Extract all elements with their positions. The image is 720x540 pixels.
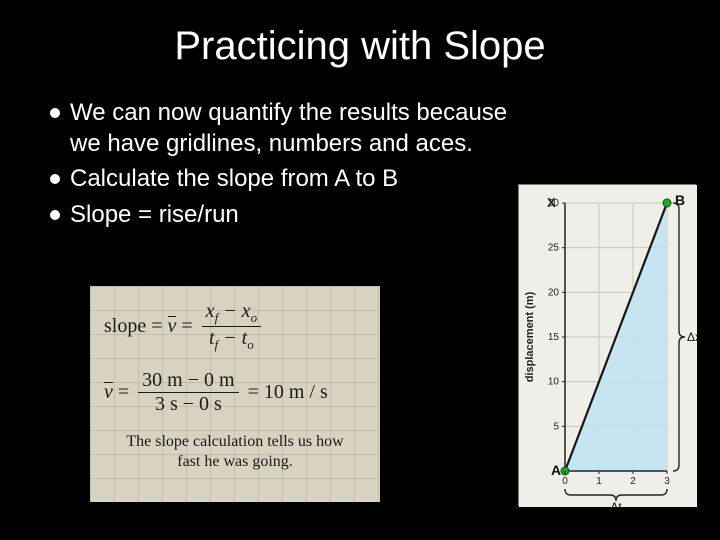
- svg-text:25: 25: [548, 243, 560, 254]
- formula-fraction: 30 m − 0 m 3 s − 0 s: [138, 369, 238, 416]
- formula-numerator: 30 m − 0 m: [138, 369, 238, 393]
- bullet-icon: [50, 210, 60, 220]
- equals-sign: =: [146, 315, 167, 338]
- svg-text:5: 5: [553, 421, 559, 432]
- slide-title: Practicing with Slope: [0, 24, 720, 69]
- equals-sign: =: [113, 381, 134, 404]
- svg-text:0: 0: [562, 476, 568, 487]
- formula-line-1: slope = v = xf − xo tf − to: [104, 300, 366, 353]
- svg-text:B: B: [675, 192, 685, 208]
- svg-text:Δt: Δt: [610, 500, 622, 507]
- svg-text:3: 3: [664, 476, 670, 487]
- formula-vbar: v: [104, 381, 113, 404]
- slope-chart: 510152025300123displacement (m)XABΔxΔt: [518, 184, 696, 506]
- equals-sign: =: [176, 315, 197, 338]
- svg-text:Δx: Δx: [687, 330, 697, 344]
- svg-text:displacement (m): displacement (m): [524, 291, 536, 382]
- bullet-text: Slope = rise/run: [70, 199, 239, 230]
- svg-text:10: 10: [548, 377, 560, 388]
- formula-vbar: v: [168, 315, 177, 338]
- formula-numerator: xf − xo: [202, 300, 261, 327]
- bullet-icon: [50, 174, 60, 184]
- svg-text:15: 15: [548, 332, 560, 343]
- formula-caption: The slope calculation tells us how fast …: [104, 432, 366, 472]
- caption-line: fast he was going.: [104, 452, 366, 472]
- equals-sign: =: [243, 381, 264, 404]
- bullet-icon: [50, 108, 60, 118]
- formula-line-2: v = 30 m − 0 m 3 s − 0 s = 10 m / s: [104, 369, 366, 416]
- bullet-item: We can now quantify the results because …: [50, 97, 520, 159]
- slide: Practicing with Slope We can now quantif…: [0, 0, 720, 540]
- svg-text:20: 20: [548, 287, 560, 298]
- bullet-item: Calculate the slope from A to B: [50, 163, 520, 194]
- bullet-text: We can now quantify the results because …: [70, 97, 520, 159]
- chart-svg: 510152025300123displacement (m)XABΔxΔt: [519, 185, 697, 507]
- formula-denominator: tf − to: [205, 327, 258, 353]
- svg-text:X: X: [547, 195, 556, 210]
- svg-text:A: A: [551, 462, 561, 478]
- formula-fraction: xf − xo tf − to: [202, 300, 261, 353]
- formula-denominator: 3 s − 0 s: [151, 393, 226, 416]
- svg-text:2: 2: [630, 476, 636, 487]
- caption-line: The slope calculation tells us how: [104, 432, 366, 452]
- bullet-item: Slope = rise/run: [50, 199, 520, 230]
- formula-panel: slope = v = xf − xo tf − to v = 30 m − 0…: [90, 286, 380, 502]
- formula-lhs-slope: slope: [104, 315, 146, 338]
- svg-text:1: 1: [596, 476, 602, 487]
- bullet-text: Calculate the slope from A to B: [70, 163, 398, 194]
- formula-result: 10 m / s: [264, 381, 328, 404]
